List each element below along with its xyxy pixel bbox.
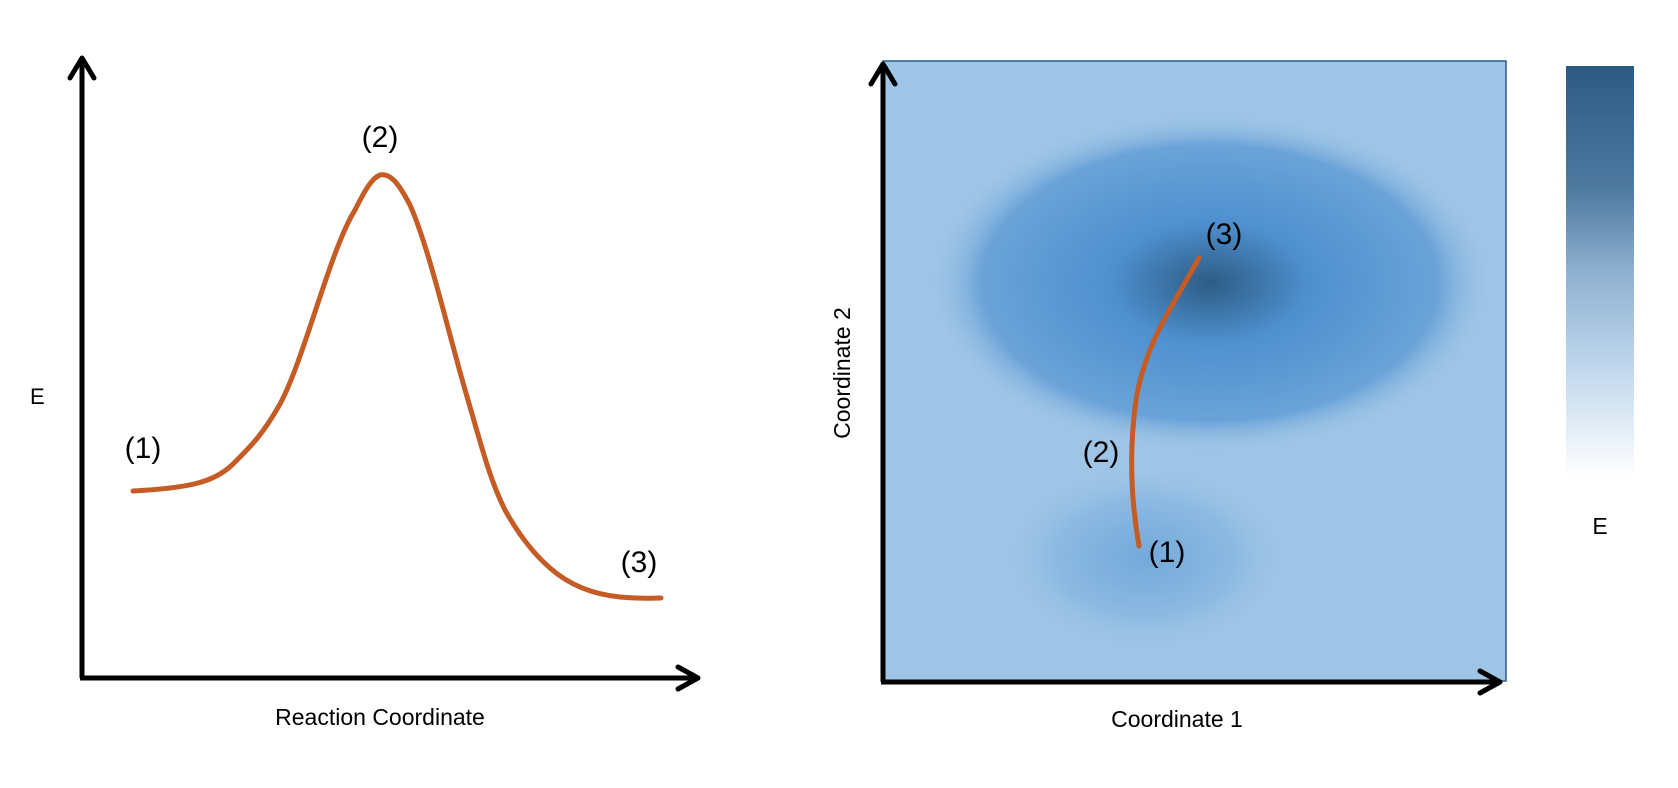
left-point-label-2: (2) [362,121,399,154]
right-point-label-3: (3) [1206,218,1243,251]
right-x-axis-label: Coordinate 1 [1111,706,1243,732]
energy-profile-curve [130,172,664,601]
y-axis-arrowhead [67,55,97,81]
small-basin [997,462,1293,654]
right-point-label-1: (1) [1149,536,1186,569]
colorbar-gradient [1566,66,1634,478]
left-x-axis-label: Reaction Coordinate [275,704,485,730]
left-point-label-3: (3) [621,546,658,579]
right-x-axis-arrowhead [1477,668,1503,696]
colorbar: E [1566,66,1634,539]
energy-surface-panel: Coordinate 2 Coordinate 1 (1) (2) (3) [829,60,1507,732]
reaction-profile-panel: E Reaction Coordinate (1) (2) (3) [30,55,701,730]
deep-basin [925,111,1495,455]
x-axis-arrowhead [675,664,701,692]
right-y-axis-label: Coordinate 2 [829,307,855,439]
left-point-label-1: (1) [125,432,162,465]
left-y-axis-label: E [30,384,45,409]
right-y-axis-arrowhead [868,61,898,87]
colorbar-label: E [1592,513,1607,539]
right-point-label-2: (2) [1083,436,1120,469]
reaction-path-curve [1129,255,1202,549]
